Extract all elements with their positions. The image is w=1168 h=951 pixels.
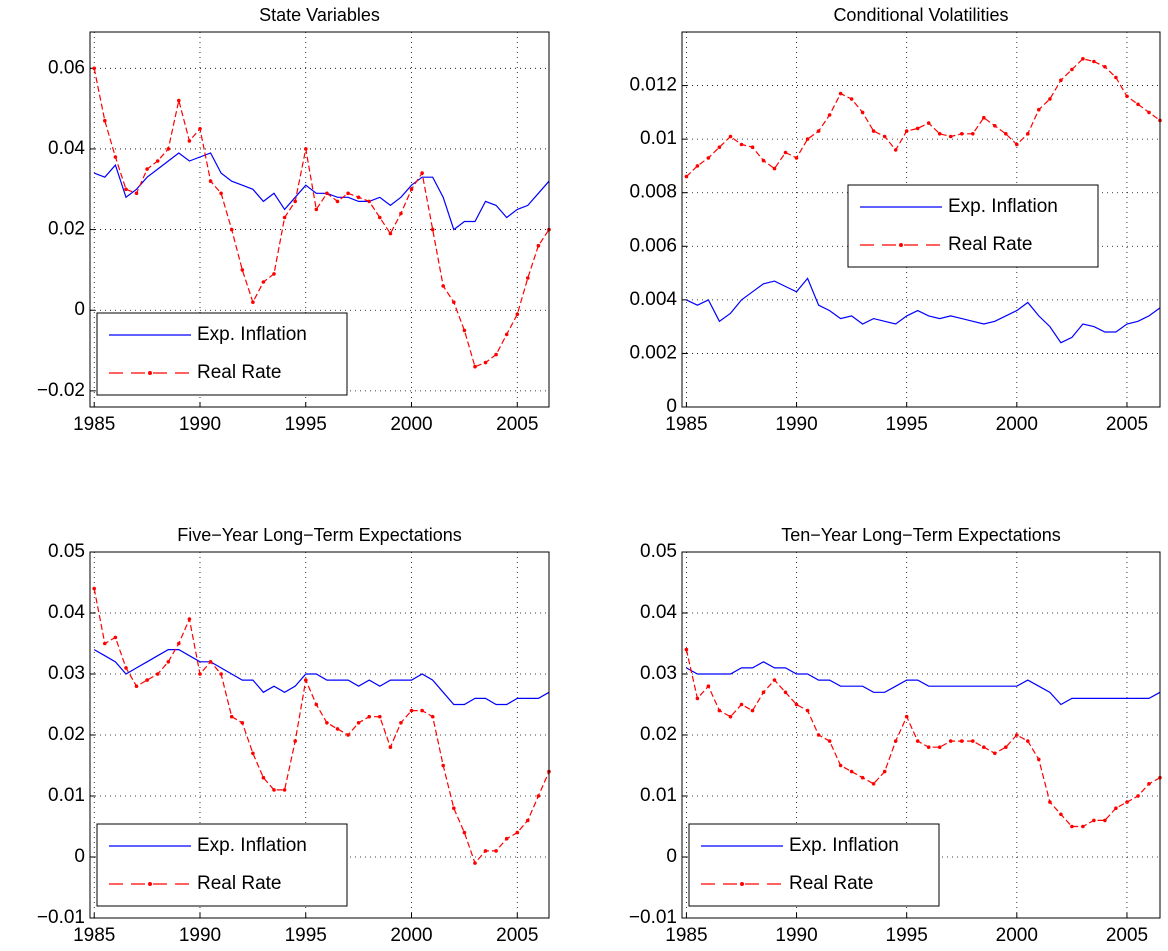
legend: Exp. Inflation Real Rate: [688, 823, 940, 907]
y-tick-label: 0.01: [640, 128, 677, 149]
y-tick-label: 0.008: [629, 182, 677, 203]
legend-box: [688, 823, 940, 907]
y-tick-label: 0.012: [629, 75, 677, 96]
series-line: [684, 57, 1162, 179]
subplot: State Variables 1985 1990 1995 2000 2005 −0.02…: [37, 5, 551, 435]
legend-marker: [148, 371, 152, 375]
y-tick-label: 0.06: [48, 57, 85, 78]
x-tick-label: 2005: [1106, 925, 1148, 946]
subplot: Five−Year Long−Term Expectations 1985 1990…: [37, 525, 551, 946]
legend: Exp. Inflation Real Rate: [847, 184, 1099, 268]
y-tick-label: 0.04: [48, 138, 85, 159]
y-tick-label: 0.03: [48, 663, 85, 684]
axes-frame: [681, 31, 1161, 408]
y-tick-label: 0.02: [640, 724, 677, 745]
x-tick-label: 2005: [1106, 414, 1148, 435]
legend-label: Exp. Inflation: [948, 196, 1058, 217]
legend-label: Real Rate: [789, 873, 874, 894]
x-tick-label: 1990: [775, 925, 817, 946]
x-tick-label: 1985: [73, 925, 115, 946]
chart-title: Conditional Volatilities: [833, 5, 1008, 25]
legend-label: Exp. Inflation: [197, 324, 307, 345]
x-tick-label: 2000: [996, 414, 1038, 435]
y-tick-label: −0.02: [37, 380, 85, 401]
x-tick-label: 1990: [775, 414, 817, 435]
y-tick-label: 0.05: [640, 541, 677, 562]
subplot: Ten−Year Long−Term Expectations 1985 1990 1…: [629, 525, 1162, 946]
x-tick-label: 2000: [390, 925, 432, 946]
y-tick-label: 0: [666, 396, 677, 417]
x-tick-label: 1985: [73, 414, 115, 435]
y-tick-label: 0.006: [629, 235, 677, 256]
series-line: [686, 277, 1161, 344]
y-tick-label: 0.02: [48, 724, 85, 745]
x-tick-label: 1995: [886, 414, 928, 435]
x-tick-label: 1985: [665, 925, 707, 946]
x-tick-label: 2000: [996, 925, 1038, 946]
x-tick-label: 2005: [496, 414, 538, 435]
legend-marker: [740, 882, 744, 886]
legend-box: [96, 312, 348, 396]
x-tick-label: 1995: [285, 414, 327, 435]
subplot: Conditional Volatilities 1985 1990 1995 2000…: [629, 5, 1162, 435]
y-tick-label: 0.002: [629, 342, 677, 363]
legend-box: [847, 184, 1099, 268]
series-line: [92, 66, 551, 369]
axes-frame: [89, 31, 550, 408]
legend-label: Real Rate: [197, 873, 282, 894]
legend-label: Real Rate: [197, 362, 282, 383]
legend: Exp. Inflation Real Rate: [96, 823, 348, 907]
chart-title: Five−Year Long−Term Expectations: [177, 525, 462, 545]
y-tick-label: 0: [74, 846, 85, 867]
legend-label: Real Rate: [948, 234, 1033, 255]
legend-label: Exp. Inflation: [197, 835, 307, 856]
x-tick-label: 1995: [285, 925, 327, 946]
y-tick-label: 0: [666, 846, 677, 867]
y-tick-label: 0.03: [640, 663, 677, 684]
y-tick-label: −0.01: [37, 907, 85, 928]
axes-frame: [89, 551, 550, 919]
y-tick-label: 0.05: [48, 541, 85, 562]
legend: Exp. Inflation Real Rate: [96, 312, 348, 396]
x-tick-label: 2000: [390, 414, 432, 435]
series-line: [684, 647, 1162, 829]
x-tick-label: 1985: [665, 414, 707, 435]
legend-box: [96, 823, 348, 907]
x-tick-label: 1990: [179, 925, 221, 946]
axes-frame: [681, 551, 1161, 919]
y-tick-label: 0.01: [48, 785, 85, 806]
y-tick-label: 0.04: [640, 602, 677, 623]
legend-label: Exp. Inflation: [789, 835, 899, 856]
y-tick-label: 0.02: [48, 219, 85, 240]
y-tick-label: 0: [74, 299, 85, 320]
chart-title: State Variables: [259, 5, 380, 25]
chart-title: Ten−Year Long−Term Expectations: [781, 525, 1061, 545]
x-tick-label: 2005: [496, 925, 538, 946]
legend-marker: [899, 243, 903, 247]
legend-marker: [148, 882, 152, 886]
x-tick-label: 1995: [886, 925, 928, 946]
y-tick-label: 0.004: [629, 289, 677, 310]
y-tick-label: 0.01: [640, 785, 677, 806]
x-tick-label: 1990: [179, 414, 221, 435]
y-tick-label: 0.04: [48, 602, 85, 623]
series-line: [92, 586, 551, 865]
y-tick-label: −0.01: [629, 907, 677, 928]
